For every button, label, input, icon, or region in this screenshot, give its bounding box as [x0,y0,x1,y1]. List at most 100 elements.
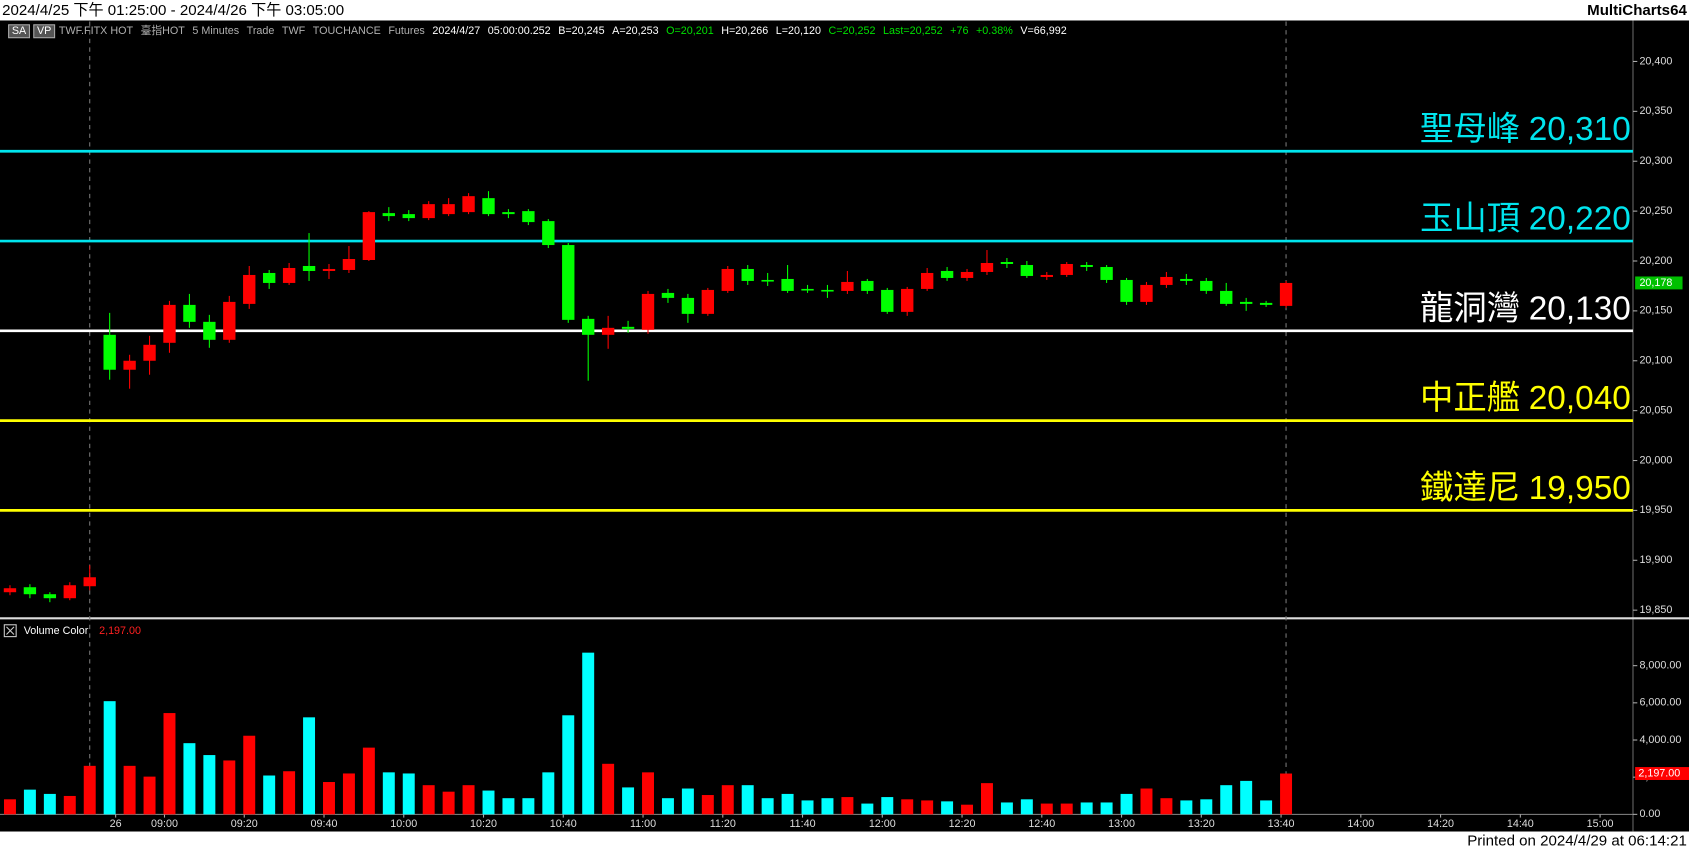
candle-body [641,293,655,330]
volume-bar [741,785,754,815]
status-item: 5 Minutes [192,25,239,37]
volume-bar [1260,800,1273,815]
status-button[interactable] [8,24,30,39]
volume-bar [1060,803,1073,815]
printed-time: Printed on 2024/4/29 at 06:14:21 [1467,832,1687,849]
volume-bar [841,797,854,815]
x-tick-label: 12:00 [869,818,896,830]
volume-bar [1220,785,1233,815]
volume-bar [223,760,236,815]
candle-body [960,271,974,278]
volume-bar [422,785,435,815]
status-item: 臺指HOT [141,24,186,37]
candle-body [940,270,954,278]
candle-body [123,360,136,370]
status-item: +76 [950,25,968,37]
y-tick-label: 19,950 [1639,504,1672,516]
status-item: Last=20,252 [883,25,943,37]
candle-body [582,318,595,335]
legend-icon[interactable] [3,624,17,638]
candle-body [103,334,116,370]
candle-body [1000,261,1014,264]
y-tick-label: 20,000 [1639,454,1672,466]
volume-bar [203,755,216,815]
y-tick-label: 19,850 [1639,604,1672,616]
level-label: 玉山頂 20,220 [1420,200,1631,237]
candle-body [83,577,96,587]
candle-body [681,297,695,314]
candle-body [282,267,296,283]
candle-body [1180,278,1193,281]
volume-bar [183,743,196,815]
y-tick-label: 20,250 [1639,205,1672,217]
candle-body [442,204,455,215]
volume-bar [980,783,993,815]
status-item: V=66,992 [1020,25,1066,37]
candle-body [821,289,834,292]
status-item: 2024/4/27 [432,25,480,37]
x-tick-label: 14:00 [1347,818,1374,830]
candle-body [243,274,256,304]
x-tick-label: 14:20 [1427,818,1454,830]
candle-body [1060,263,1073,275]
volume-bar [83,765,96,815]
volume-bar [63,795,76,815]
chart-area [0,20,1689,832]
volume-bar [562,715,575,815]
volume-bar [821,798,834,815]
y-tick-label: 20,200 [1639,255,1672,267]
candle-body [741,268,754,281]
level-value: 20,310 [1529,111,1631,148]
candle-body [223,301,236,340]
candle-body [601,327,615,335]
level-name: 聖母峰 [1420,111,1520,148]
candle-body [841,281,854,291]
x-tick-label: 10:20 [470,818,497,830]
candle-body [661,292,675,298]
y-tick-label: 20,150 [1639,305,1672,317]
volume-bar [1100,802,1113,815]
last-volume-box [1635,767,1689,780]
volume-bar [482,790,495,815]
x-tick-label: 14:40 [1507,818,1534,830]
volume-bar [681,788,694,815]
status-item: C=20,252 [829,25,876,37]
candle-body [721,268,734,291]
volume-bar [901,799,914,815]
volume-bar [1020,799,1033,815]
last-price-box [1635,276,1683,290]
y-tick-label: 20,050 [1639,404,1672,416]
x-tick-label: 13:40 [1268,818,1295,830]
candle-body [621,326,635,329]
level-value: 20,130 [1529,290,1631,327]
candle-body [1220,290,1233,304]
candle-body [761,279,774,282]
volume-legend-value: 2,197.00 [99,625,141,637]
volume-bar [642,772,654,815]
level-name: 中正艦 [1420,380,1520,417]
title-bar [0,0,1689,21]
volume-bar [1140,788,1153,815]
candle-body [901,288,914,312]
level-label: 龍洞灣 20,130 [1420,290,1631,327]
candle-body [183,304,196,322]
candle-body [522,211,535,223]
level-name: 龍洞灣 [1420,290,1520,327]
volume-bar [43,793,56,815]
candle-body [262,272,276,283]
candle-body [502,212,515,215]
status-item: +0.38% [976,25,1013,37]
status-item: SA [12,25,27,37]
volume-bar [961,804,974,815]
volume-bar [283,771,296,815]
status-item: Futures [388,25,425,37]
x-tick-label: 09:20 [231,818,258,830]
status-item: VP [37,25,51,37]
volume-bar [542,772,555,815]
level-value: 20,040 [1529,380,1631,417]
y-tick-label: 6,000.00 [1639,697,1681,709]
candle-body [881,289,894,312]
status-button[interactable] [33,24,56,39]
level-value: 19,950 [1529,470,1631,507]
